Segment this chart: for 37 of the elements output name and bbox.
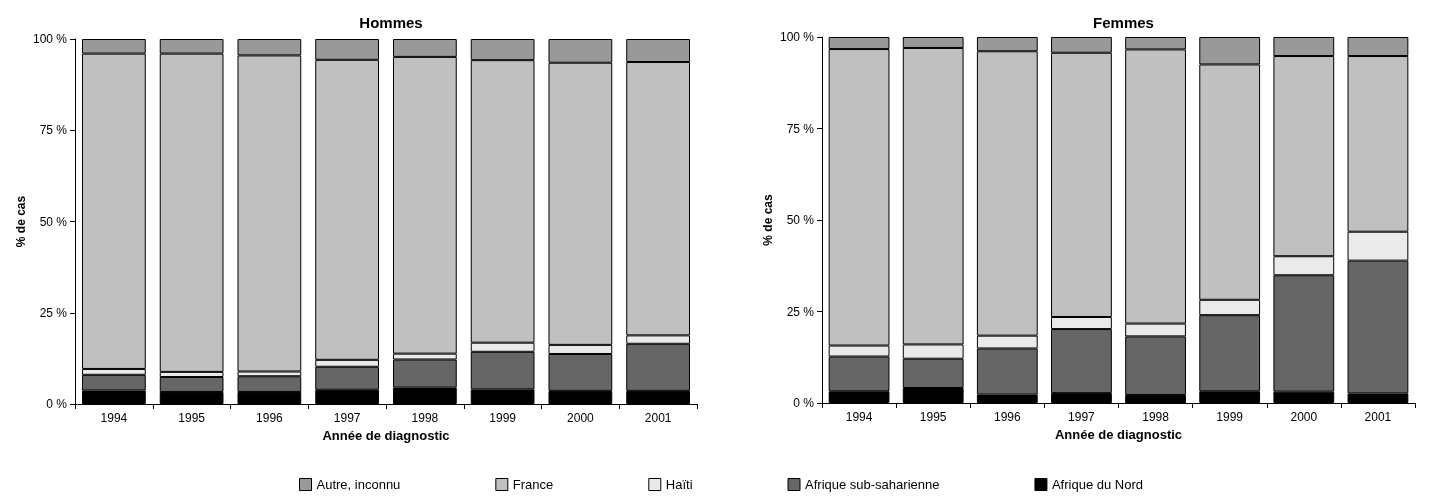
y-tick-label: 75 % bbox=[786, 121, 815, 136]
x-tick-label: 1999 bbox=[489, 411, 517, 425]
y-axis-title: % de cas bbox=[14, 195, 28, 248]
x-tick-label: 1995 bbox=[919, 410, 947, 424]
y-tick-label: 75 % bbox=[39, 123, 68, 138]
x-tick-label: 1998 bbox=[1142, 410, 1170, 424]
x-tick-label: 1996 bbox=[256, 411, 284, 425]
y-tick-label: 25 % bbox=[39, 305, 68, 320]
x-tick-label: 1996 bbox=[993, 410, 1021, 424]
x-tick-label: 2001 bbox=[644, 411, 672, 425]
x-tick-label: 1998 bbox=[411, 411, 439, 425]
y-tick-label: 100 % bbox=[779, 30, 815, 44]
x-tick-label: 1997 bbox=[333, 411, 361, 425]
x-tick-label: 2000 bbox=[567, 411, 595, 425]
y-tick-label: 50 % bbox=[786, 213, 815, 227]
x-tick-label: 1997 bbox=[1068, 410, 1096, 424]
legend-label: Haïti bbox=[665, 477, 693, 492]
x-tick-label: 1994 bbox=[100, 411, 128, 425]
chart-title: Femmes bbox=[1093, 14, 1154, 31]
x-axis-title: Année de diagnostic bbox=[1054, 426, 1183, 442]
legend-label: Autre, inconnu bbox=[316, 477, 401, 492]
legend-label: Afrique sub-saharienne bbox=[805, 477, 940, 492]
legend-label: Afrique du Nord bbox=[1051, 477, 1144, 492]
x-tick-label: 2000 bbox=[1290, 410, 1318, 424]
legend-label: France bbox=[512, 477, 554, 492]
x-tick-label: 1999 bbox=[1216, 410, 1244, 424]
y-tick-label: 100 % bbox=[32, 32, 68, 46]
y-axis-title: % de cas bbox=[761, 194, 775, 246]
y-tick-label: 0 % bbox=[46, 397, 68, 411]
y-tick-label: 25 % bbox=[786, 304, 815, 319]
x-tick-label: 2001 bbox=[1364, 410, 1392, 424]
y-tick-label: 0 % bbox=[793, 396, 815, 410]
x-axis-title: Année de diagnostic bbox=[322, 427, 450, 443]
chart-title: Hommes bbox=[359, 14, 423, 31]
x-tick-label: 1995 bbox=[178, 411, 206, 425]
y-tick-label: 50 % bbox=[39, 214, 68, 229]
x-tick-label: 1994 bbox=[845, 410, 873, 424]
